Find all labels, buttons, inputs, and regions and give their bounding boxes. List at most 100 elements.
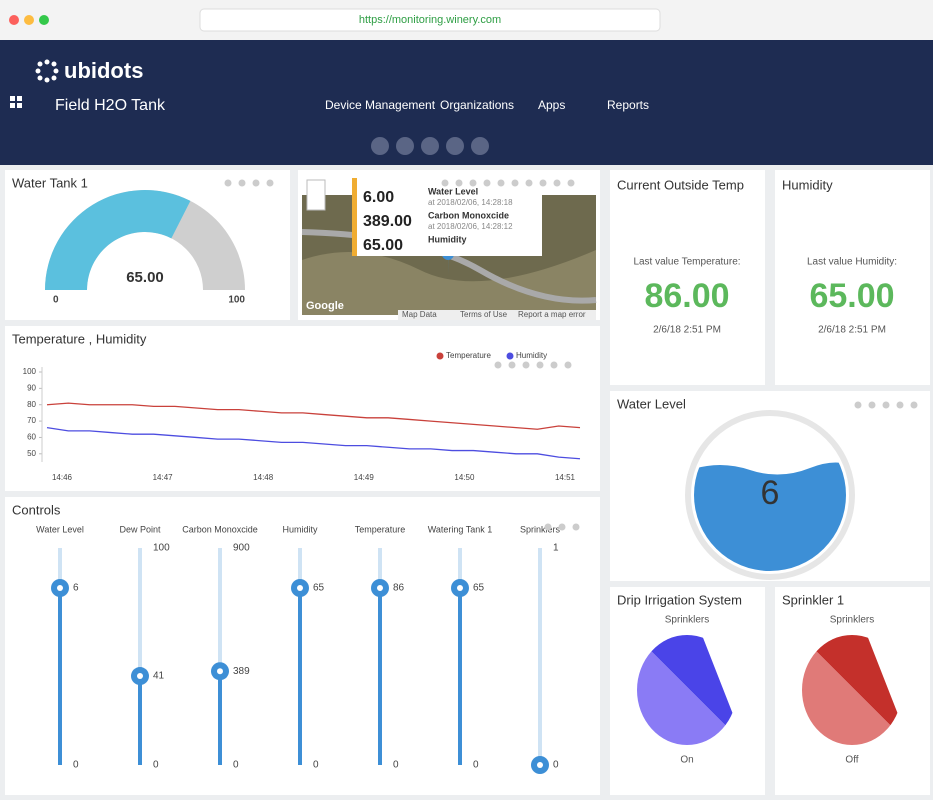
legend-marker[interactable] xyxy=(436,352,444,360)
indicator[interactable] xyxy=(630,630,745,750)
slider-knob-center xyxy=(217,668,223,675)
slider-value: 41 xyxy=(153,671,165,682)
widget-icon[interactable] xyxy=(896,401,904,409)
series-line xyxy=(46,426,581,460)
slider-knob-center xyxy=(377,585,383,591)
y-tick-label: 50 xyxy=(27,449,36,458)
zoom-control[interactable] xyxy=(306,179,326,211)
slider-value: 0 xyxy=(553,760,559,771)
widget-icon[interactable] xyxy=(536,361,544,369)
slider-min: 0 xyxy=(473,760,479,771)
y-tick-label: 100 xyxy=(23,367,37,376)
slider-min: 0 xyxy=(313,760,319,771)
url-bar[interactable] xyxy=(199,8,661,32)
widget-icon[interactable] xyxy=(544,523,552,531)
widget-title: Controls xyxy=(12,502,61,517)
dashboard-title: Field H2O Tank xyxy=(55,97,166,114)
widget-title: Temperature , Humidity xyxy=(12,331,147,346)
slider-max: 100 xyxy=(153,543,170,554)
last-value: 65.00 xyxy=(809,277,894,315)
menu-icon[interactable] xyxy=(10,96,22,108)
widget-icon[interactable] xyxy=(441,179,449,187)
minimize-button[interactable] xyxy=(24,15,34,25)
last-value: 86.00 xyxy=(644,277,729,315)
toolbar-button[interactable] xyxy=(421,137,439,155)
slider-knob-center xyxy=(537,762,543,768)
map-link[interactable]: Terms of Use xyxy=(460,310,508,319)
slider-label: Carbon Monoxcide xyxy=(182,524,258,534)
widget-icon[interactable] xyxy=(553,179,561,187)
widget-icon[interactable] xyxy=(564,361,572,369)
widget-icon[interactable] xyxy=(494,361,502,369)
widget-icon[interactable] xyxy=(508,361,516,369)
widget-icon[interactable] xyxy=(558,523,566,531)
x-tick-label: 14:50 xyxy=(454,473,475,482)
slider-knob-center xyxy=(297,585,303,591)
map-link[interactable]: Report a map error xyxy=(518,310,586,319)
slider-min: 0 xyxy=(73,760,79,771)
map-footer xyxy=(398,310,596,320)
gauge-min: 0 xyxy=(53,295,59,306)
x-tick-label: 14:48 xyxy=(253,473,274,482)
widget-icon[interactable] xyxy=(854,401,862,409)
widget-icon[interactable] xyxy=(910,401,918,409)
widget-icon[interactable] xyxy=(224,179,232,187)
slider-knob-center xyxy=(57,585,63,591)
maximize-button[interactable] xyxy=(39,15,49,25)
widget-icon[interactable] xyxy=(522,361,530,369)
toolbar-button[interactable] xyxy=(396,137,414,155)
nav-item[interactable]: Organizations xyxy=(440,98,514,112)
toolbar-button[interactable] xyxy=(371,137,389,155)
widget-icon[interactable] xyxy=(238,179,246,187)
toolbar-button[interactable] xyxy=(471,137,489,155)
entry-value: 6.00 xyxy=(363,189,394,206)
widget-icon[interactable] xyxy=(525,179,533,187)
gauge-value xyxy=(45,190,191,290)
indicator-state: On xyxy=(680,755,693,766)
toolbar-button[interactable] xyxy=(446,137,464,155)
widget-icon[interactable] xyxy=(469,179,477,187)
nav-item[interactable]: Reports xyxy=(607,98,649,112)
legend-marker[interactable] xyxy=(506,352,514,360)
widget-icon[interactable] xyxy=(539,179,547,187)
y-tick-label: 60 xyxy=(27,433,36,442)
nav-item[interactable]: Device Management xyxy=(325,98,436,112)
slider-label: Humidity xyxy=(282,524,318,534)
x-tick-label: 14:46 xyxy=(52,473,73,482)
close-button[interactable] xyxy=(9,15,19,25)
widget-icon[interactable] xyxy=(497,179,505,187)
indicator[interactable] xyxy=(795,630,910,750)
widget-title: Humidity xyxy=(782,177,833,192)
map-link[interactable]: Map Data xyxy=(402,310,437,319)
entry-time: at 2018/02/06, 14:28:18 xyxy=(428,198,513,207)
widget-icon[interactable] xyxy=(252,179,260,187)
header xyxy=(0,40,933,165)
legend-label[interactable]: Temperature xyxy=(446,351,491,360)
widget-icon[interactable] xyxy=(567,179,575,187)
widget-icon[interactable] xyxy=(572,523,580,531)
widget-icon[interactable] xyxy=(455,179,463,187)
slider-value: 65 xyxy=(473,583,485,594)
widget-title: Water Level xyxy=(617,396,686,411)
gauge-max: 100 xyxy=(228,295,245,306)
series-line xyxy=(46,402,581,430)
widget-title: Sprinkler 1 xyxy=(782,592,844,607)
entry-time: at 2018/02/06, 14:28:12 xyxy=(428,222,513,231)
widget-icon[interactable] xyxy=(882,401,890,409)
map-field xyxy=(302,250,596,315)
widget-icon[interactable] xyxy=(483,179,491,187)
widget-icon[interactable] xyxy=(266,179,274,187)
widget-icon[interactable] xyxy=(550,361,558,369)
legend-label[interactable]: Humidity xyxy=(516,351,547,360)
info-window xyxy=(352,178,542,256)
slider-label: Water Level xyxy=(36,524,84,534)
indicator-state: Off xyxy=(845,755,858,766)
brand: ubidots xyxy=(64,58,143,83)
widget-icon[interactable] xyxy=(868,401,876,409)
slider-min: 0 xyxy=(393,760,399,771)
slider-max: 900 xyxy=(233,543,250,554)
slider-min: 0 xyxy=(153,760,159,771)
x-tick-label: 14:49 xyxy=(354,473,375,482)
nav-item[interactable]: Apps xyxy=(538,98,565,112)
widget-icon[interactable] xyxy=(511,179,519,187)
